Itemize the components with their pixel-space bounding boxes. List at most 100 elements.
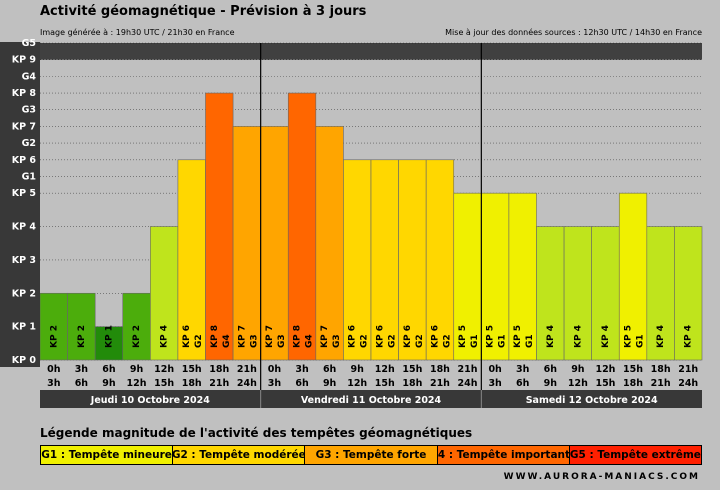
legend-item-4: G4 : Tempête importante bbox=[436, 445, 569, 465]
bar-label-4: KP 2 bbox=[132, 325, 142, 348]
update-time: Mise à jour des données sources : 12h30 … bbox=[445, 28, 702, 37]
y-tick-label-4: KP 4 bbox=[12, 222, 37, 233]
bar-storm-label-9: G3 bbox=[277, 334, 287, 348]
time-end-5: 15h bbox=[154, 378, 174, 389]
bar-label-15: KP 6 bbox=[430, 325, 440, 348]
time-start-14: 15h bbox=[402, 364, 422, 375]
bar-label-21: KP 4 bbox=[601, 325, 611, 348]
legend: G1 : Tempête mineure G2 : Tempête modérée… bbox=[40, 445, 703, 465]
y-tick-label-6: G1 bbox=[22, 171, 36, 182]
day-label-3: Samedi 12 Octobre 2024 bbox=[526, 395, 658, 406]
time-start-24: 21h bbox=[678, 364, 698, 375]
time-end-18: 6h bbox=[516, 378, 530, 389]
time-end-19: 9h bbox=[544, 378, 558, 389]
bar-5 bbox=[150, 226, 179, 361]
bar-storm-label-18: G1 bbox=[525, 334, 535, 348]
bar-label-14: KP 6 bbox=[403, 325, 413, 348]
bar-label-1: KP 2 bbox=[49, 325, 59, 348]
bar-label-20: KP 4 bbox=[573, 325, 583, 348]
time-end-1: 3h bbox=[47, 378, 61, 389]
generated-time: Image générée à : 19h30 UTC / 21h30 en F… bbox=[40, 28, 235, 37]
time-end-4: 12h bbox=[127, 378, 147, 389]
time-start-19: 6h bbox=[544, 364, 558, 375]
time-start-6: 15h bbox=[182, 364, 202, 375]
bar-storm-label-14: G2 bbox=[415, 334, 425, 348]
legend-item-5: G5 : Tempête extrême bbox=[568, 445, 703, 465]
time-start-9: 0h bbox=[268, 364, 282, 375]
bar-storm-label-13: G2 bbox=[387, 334, 397, 348]
legend-item-3: G3 : Tempête forte bbox=[304, 445, 437, 465]
y-axis-panel bbox=[0, 42, 40, 367]
bar-label-23: KP 4 bbox=[656, 325, 666, 348]
time-end-21: 15h bbox=[595, 378, 615, 389]
time-start-7: 18h bbox=[209, 364, 229, 375]
bar-label-19: KP 4 bbox=[546, 325, 556, 348]
time-start-21: 12h bbox=[595, 364, 615, 375]
y-tick-label-11: KP 8 bbox=[12, 88, 37, 99]
bar-label-13: KP 6 bbox=[375, 325, 385, 348]
bar-17 bbox=[481, 192, 510, 361]
site-url[interactable]: WWW.AURORA-MANIACS.COM bbox=[503, 472, 700, 482]
time-end-13: 15h bbox=[375, 378, 395, 389]
day-label-2: Vendredi 11 Octobre 2024 bbox=[301, 395, 442, 406]
bar-9 bbox=[260, 126, 289, 361]
time-end-14: 18h bbox=[402, 378, 422, 389]
time-start-12: 9h bbox=[351, 364, 365, 375]
bar-label-16: KP 5 bbox=[458, 325, 468, 348]
time-end-23: 21h bbox=[651, 378, 671, 389]
time-end-17: 3h bbox=[488, 378, 502, 389]
bar-storm-label-22: G1 bbox=[636, 334, 646, 348]
bar-10 bbox=[287, 92, 317, 361]
y-tick-label-10: G3 bbox=[22, 105, 36, 116]
y-tick-label-0: KP 0 bbox=[12, 355, 37, 366]
time-start-22: 15h bbox=[623, 364, 643, 375]
bar-storm-label-16: G1 bbox=[470, 334, 480, 348]
bar-7 bbox=[205, 92, 234, 361]
time-end-22: 18h bbox=[623, 378, 643, 389]
bar-18 bbox=[508, 192, 537, 361]
bar-14 bbox=[398, 159, 427, 361]
time-end-7: 21h bbox=[209, 378, 229, 389]
y-tick-label-2: KP 2 bbox=[12, 288, 36, 299]
time-end-3: 9h bbox=[102, 378, 116, 389]
legend-title: Légende magnitude de l'activité des temp… bbox=[40, 426, 473, 440]
time-start-20: 9h bbox=[571, 364, 585, 375]
y-tick-label-14: G5 bbox=[22, 38, 36, 49]
time-end-24: 24h bbox=[678, 378, 698, 389]
bar-label-18: KP 5 bbox=[513, 325, 523, 348]
bar-label-24: KP 4 bbox=[684, 325, 694, 348]
bar-21 bbox=[591, 226, 620, 361]
bar-15 bbox=[425, 159, 455, 361]
bar-8 bbox=[232, 126, 261, 361]
y-tick-label-1: KP 1 bbox=[12, 322, 36, 333]
y-tick-label-8: G2 bbox=[22, 138, 36, 149]
bar-storm-label-12: G2 bbox=[360, 334, 370, 348]
time-start-3: 6h bbox=[102, 364, 116, 375]
bar-storm-label-8: G3 bbox=[249, 334, 259, 348]
time-start-5: 12h bbox=[154, 364, 174, 375]
y-tick-label-3: KP 3 bbox=[12, 255, 36, 266]
time-end-20: 12h bbox=[568, 378, 588, 389]
bar-storm-label-10: G4 bbox=[305, 334, 315, 348]
day-label-bar bbox=[40, 390, 702, 408]
time-end-9: 3h bbox=[268, 378, 282, 389]
legend-item-1: G1 : Tempête mineure bbox=[40, 445, 173, 465]
y-tick-label-7: KP 6 bbox=[12, 155, 37, 166]
bar-16 bbox=[453, 192, 482, 361]
bar-label-11: KP 7 bbox=[320, 325, 330, 348]
day-label-1: Jeudi 10 Octobre 2024 bbox=[90, 395, 210, 406]
time-end-12: 12h bbox=[347, 378, 367, 389]
bar-label-3: KP 1 bbox=[104, 325, 114, 348]
top-band bbox=[40, 43, 702, 60]
legend-item-2: G2 : Tempête modérée bbox=[172, 445, 305, 465]
bar-label-2: KP 2 bbox=[77, 325, 87, 348]
bar-label-10: KP 8 bbox=[293, 325, 303, 348]
bar-label-22: KP 5 bbox=[624, 325, 634, 348]
chart-title: Activité géomagnétique - Prévision à 3 j… bbox=[40, 4, 367, 19]
time-end-8: 24h bbox=[237, 378, 257, 389]
y-tick-label-9: KP 7 bbox=[12, 121, 36, 132]
time-start-1: 0h bbox=[47, 364, 61, 375]
time-start-17: 0h bbox=[488, 364, 502, 375]
bar-label-8: KP 7 bbox=[237, 325, 247, 348]
time-end-10: 6h bbox=[295, 378, 309, 389]
